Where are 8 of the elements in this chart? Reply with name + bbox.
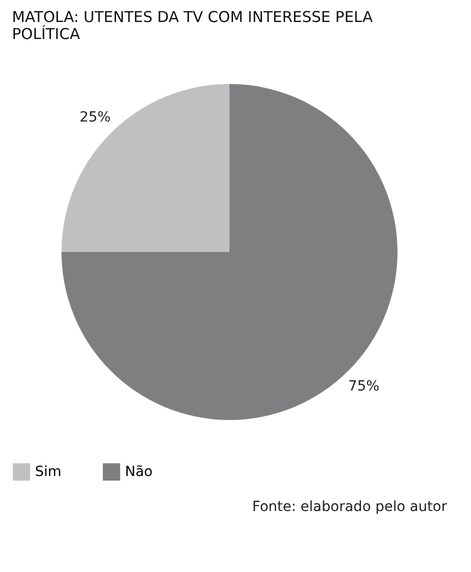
data-label: 75%: [348, 378, 380, 394]
legend-label: Sim: [35, 464, 62, 480]
pie-slice: [62, 84, 398, 420]
data-label: 25%: [80, 110, 111, 126]
source-note: Fonte: elaborado pelo autor: [252, 499, 448, 515]
chart-title: MATOLA: UTENTES DA TV COM INTERESSE PELA POLÍTICA: [12, 8, 374, 43]
legend-label: Não: [125, 464, 153, 480]
pie-slice: [62, 84, 230, 252]
